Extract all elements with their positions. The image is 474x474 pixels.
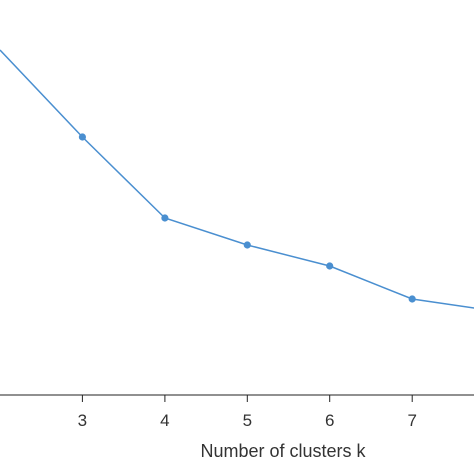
x-tick-label: 4 xyxy=(160,411,169,430)
data-point xyxy=(161,214,169,222)
x-tick-label: 7 xyxy=(407,411,416,430)
data-point xyxy=(243,241,251,249)
plot-area xyxy=(0,49,474,309)
x-axis-ticks: 3 4 5 6 7 xyxy=(78,395,417,430)
x-tick-label: 5 xyxy=(243,411,252,430)
data-point xyxy=(326,262,334,270)
x-tick-label: 3 xyxy=(78,411,87,430)
data-point xyxy=(78,133,86,141)
x-axis-title: Number of clusters k xyxy=(200,441,366,461)
series-line-1 xyxy=(0,49,474,309)
x-tick-label: 6 xyxy=(325,411,334,430)
data-point xyxy=(408,295,416,303)
